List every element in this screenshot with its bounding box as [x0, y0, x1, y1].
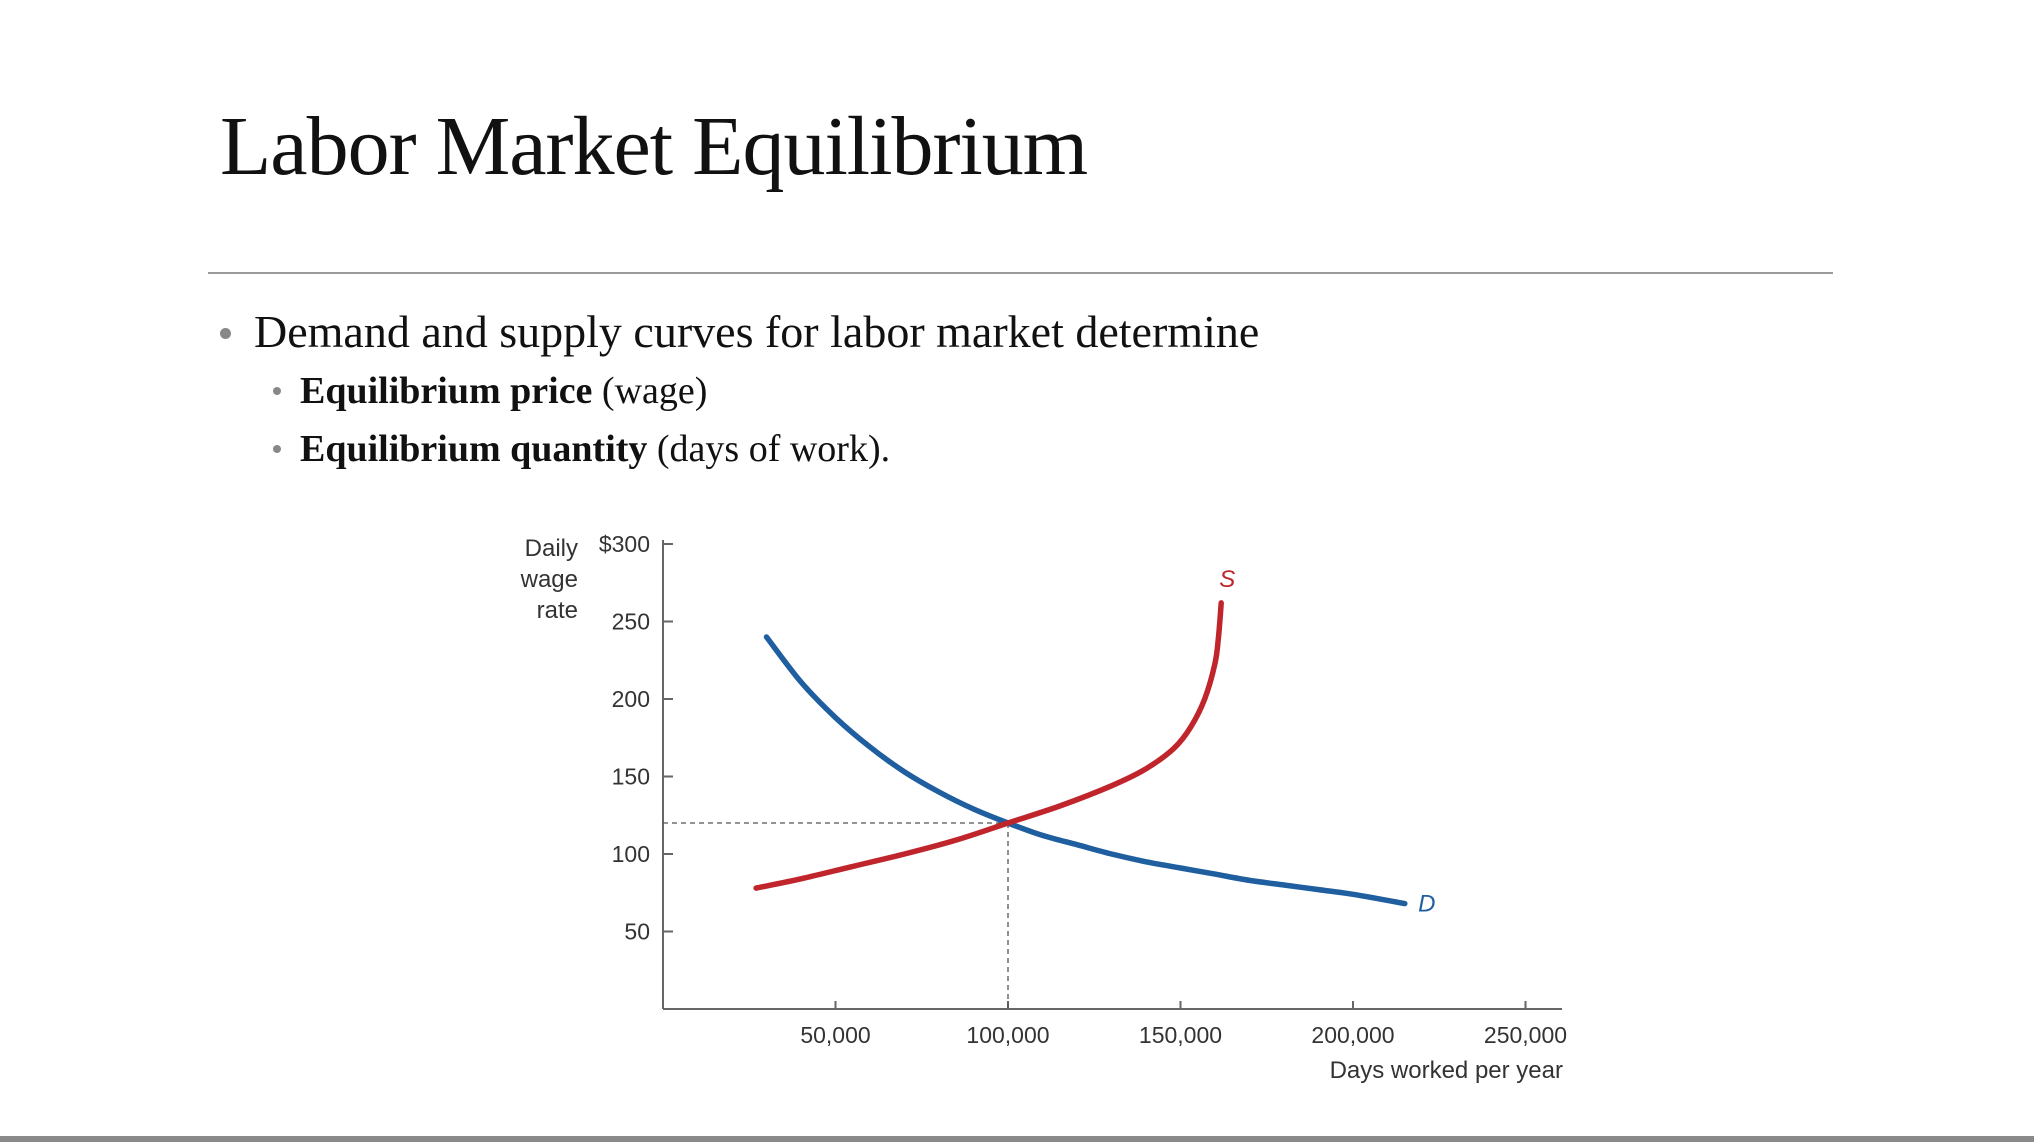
y-tick-label: 150 [612, 764, 650, 790]
x-tick-label: 250,000 [1484, 1022, 1567, 1048]
bullet-dot [273, 445, 281, 453]
bullet-main-text: Demand and supply curves for labor marke… [254, 306, 1260, 357]
bullet-list: Demand and supply curves for labor marke… [218, 302, 1259, 478]
series-d-line [763, 634, 1408, 907]
y-tick-label: 50 [624, 919, 650, 945]
bullet-dot [273, 387, 281, 395]
sub-bullet-price-rest: (wage) [592, 370, 708, 412]
y-tick-label: 250 [612, 609, 650, 635]
bullet-dot [220, 328, 231, 339]
y-axis-label: wage [520, 566, 578, 593]
y-tick-label: $300 [599, 531, 650, 557]
bottom-bar [0, 1136, 2034, 1142]
sub-bullet-quantity: Equilibrium quantity (days of work). [218, 420, 1259, 478]
y-tick-label: 100 [612, 841, 650, 867]
y-axis-label: Daily [525, 535, 578, 562]
sub-bullet-price-strong: Equilibrium price [300, 370, 593, 412]
series-s-line [753, 600, 1224, 891]
series-d-label: D [1418, 891, 1435, 918]
y-axis-label: rate [537, 597, 578, 624]
sub-bullet-price: Equilibrium price (wage) [218, 362, 1259, 420]
x-tick-label: 200,000 [1311, 1022, 1394, 1048]
sub-bullet-quantity-strong: Equilibrium quantity [300, 428, 648, 470]
title-divider [208, 272, 1833, 274]
x-tick-label: 150,000 [1139, 1022, 1222, 1048]
x-axis-label: Days worked per year [1330, 1057, 1563, 1084]
x-tick-label: 50,000 [800, 1022, 870, 1048]
bullet-main: Demand and supply curves for labor marke… [218, 302, 1259, 362]
y-tick-label: 200 [612, 686, 650, 712]
page-title: Labor Market Equilibrium [220, 100, 1088, 193]
x-tick-label: 100,000 [966, 1022, 1049, 1048]
sub-bullet-quantity-rest: (days of work). [647, 428, 891, 470]
series-s-label: S [1219, 566, 1235, 593]
